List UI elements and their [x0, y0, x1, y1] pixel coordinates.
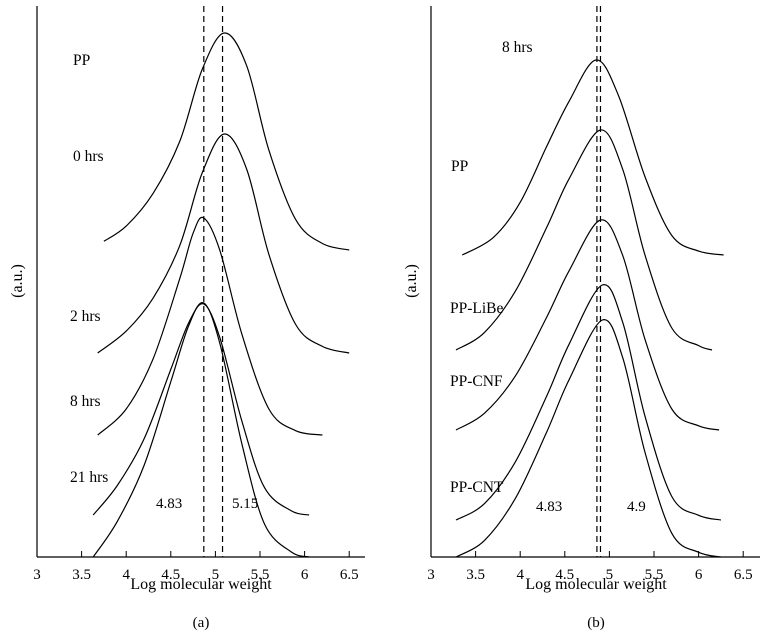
panel-a-series-label-pp: PP [73, 52, 90, 69]
panel-b-y-axis-title: (a.u.) [403, 264, 420, 298]
panel-b-series-label-pp-libe: PP-LiBe [450, 300, 504, 317]
panel-a-x-tick-label: 3.5 [72, 567, 91, 583]
panel-a-x-tick-label: 4.5 [161, 567, 180, 583]
panel-b-series-label-8hrs: 8 hrs [502, 39, 533, 56]
panel-a-curves [92, 32, 350, 558]
panel-a-curve-1 [103, 32, 350, 251]
panel-a-curve-5 [92, 301, 310, 558]
panel-a-x-tick-label: 4 [122, 567, 130, 583]
panel-b-x-tick-label: 5.5 [645, 567, 664, 583]
panel-b-curve-5 [455, 319, 722, 558]
panel-b-series-label-pp-cnt: PP-CNT [450, 479, 504, 496]
panel-b-curve-1 [461, 59, 724, 256]
panel-b-x-axis-title: Log molecular weight [525, 576, 667, 593]
panel-a-x-tick-label: 5 [212, 567, 220, 583]
panel-a-peak-label-left: 4.83 [156, 496, 182, 512]
panel-b-x-tick-label: 3 [427, 567, 435, 583]
panel-b-x-tick-label: 4 [516, 567, 524, 583]
panel-b-label: (b) [587, 615, 605, 631]
panel-a-series-label-2hrs: 2 hrs [70, 308, 101, 325]
panel-a-reference-lines [203, 6, 224, 557]
panel-b-series-label-pp: PP [451, 158, 468, 175]
panel-b-reference-lines [596, 6, 602, 557]
panel-b-x-tick-label: 6 [695, 567, 703, 583]
panel-b-x-tick-label: 3.5 [466, 567, 485, 583]
panel-a-x-tick-label: 3 [33, 567, 41, 583]
panel-b-curve-4 [455, 284, 722, 521]
panel-a-x-tick-label: 5.5 [251, 567, 270, 583]
panel-b-x-tick-label: 4.5 [555, 567, 574, 583]
panel-b-x-ticks: 3 3.5 4 4.5 5 5.5 6 6.5 [427, 551, 753, 583]
panel-b: 3 3.5 4 4.5 5 5.5 6 6.5 Log molecular weight (a… [403, 6, 760, 631]
panel-a-series-label-8hrs: 8 hrs [70, 393, 101, 410]
panel-a-x-ticks: 3 3.5 4 4.5 5 5.5 6 6.5 [33, 551, 359, 583]
panel-a-y-axis-title: (a.u.) [9, 264, 26, 298]
panel-a-x-tick-label: 6.5 [340, 567, 359, 583]
panel-a-series-label-21hrs: 21 hrs [70, 469, 108, 486]
panel-b-peak-label-right: 4.9 [627, 499, 646, 515]
panel-b-peak-label-left: 4.83 [536, 499, 562, 515]
panel-a: 3 3.5 4 4.5 5 5.5 6 6.5 Log molecular weight (a… [9, 6, 365, 631]
panel-a-x-tick-label: 6 [301, 567, 309, 583]
panel-a-curve-4 [92, 303, 310, 516]
panel-b-x-tick-label: 5 [606, 567, 614, 583]
panel-b-curve-3 [455, 219, 720, 431]
panel-b-x-tick-label: 6.5 [734, 567, 753, 583]
panel-b-series-label-pp-cnf: PP-CNF [450, 373, 503, 390]
panel-a-curve-2 [97, 133, 350, 354]
panel-a-label: (a) [193, 615, 210, 631]
panel-a-x-axis-title: Log molecular weight [130, 576, 272, 593]
panel-a-series-label-0hrs: 0 hrs [73, 148, 104, 165]
panel-a-peak-label-right: 5.15 [232, 496, 258, 512]
